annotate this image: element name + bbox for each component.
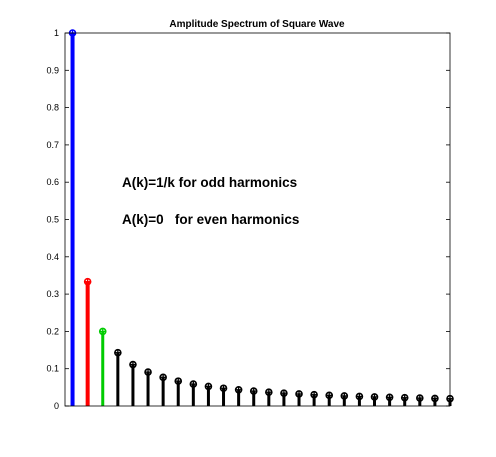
y-tick-label: 0.3 <box>46 289 59 299</box>
y-tick-label: 1 <box>54 28 59 38</box>
y-tick-label: 0.1 <box>46 364 59 374</box>
y-tick-label: 0 <box>54 401 59 411</box>
y-tick-label: 0.5 <box>46 215 59 225</box>
plot-area <box>65 33 450 406</box>
chart-title: Amplitude Spectrum of Square Wave <box>169 19 345 30</box>
axes-box <box>64 32 451 407</box>
annotation-odd-harmonics: A(k)=1/k for odd harmonics <box>122 175 297 190</box>
y-tick-label: 0.4 <box>46 252 59 262</box>
y-tick-label: 0.7 <box>46 140 59 150</box>
y-tick-label: 0.8 <box>46 103 59 113</box>
stem-series-group <box>68 29 454 406</box>
y-tick-label: 0.9 <box>46 65 59 75</box>
annotation-even-harmonics: A(k)=0 for even harmonics <box>122 212 299 227</box>
y-tick-label: 0.6 <box>46 177 59 187</box>
axis-ticks-group: 0 0.1 0.2 0.3 0.4 0.5 0.6 0.7 0.8 0.9 1 <box>46 28 450 411</box>
y-tick-label: 0.2 <box>46 326 59 336</box>
